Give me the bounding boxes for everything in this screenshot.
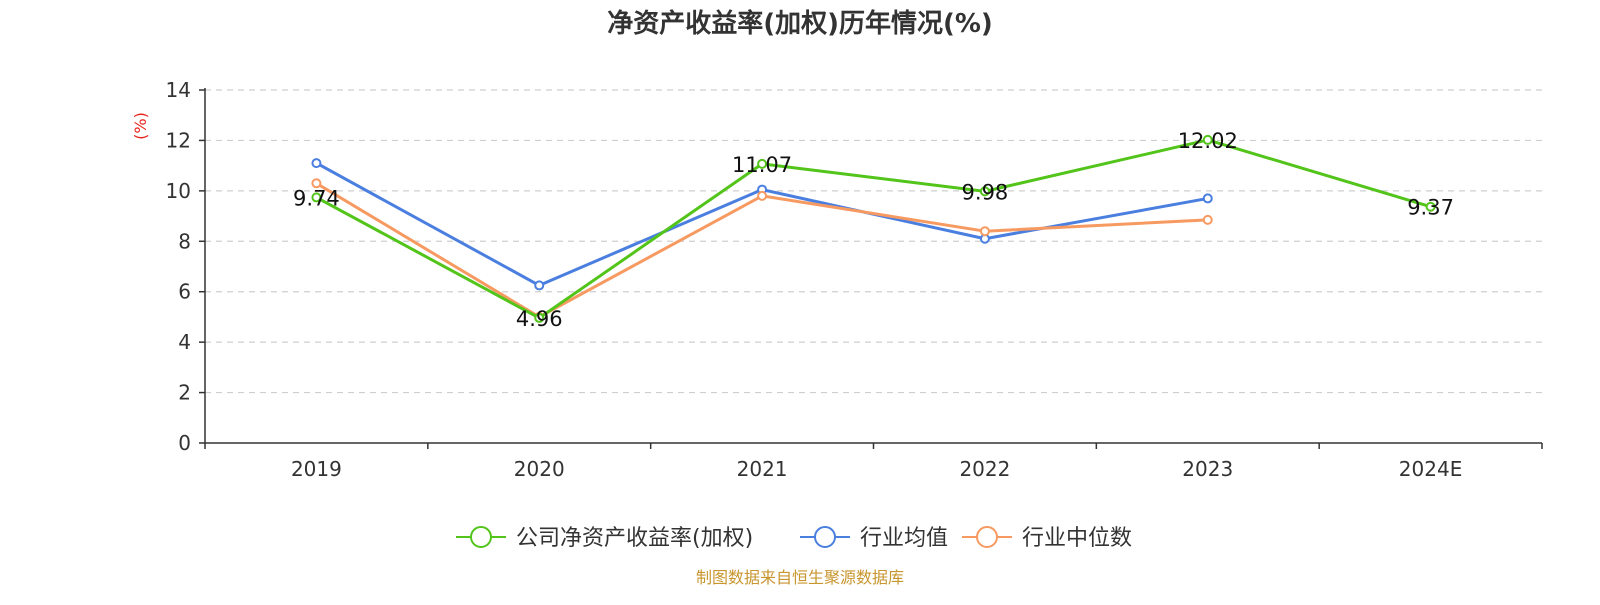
legend-swatch-marker <box>976 526 998 548</box>
series-line-2 <box>315 182 1208 319</box>
data-label: 12.02 <box>1178 129 1238 153</box>
data-point-0-1 <box>534 312 545 323</box>
x-tick-label-2022: 2022 <box>959 457 1010 481</box>
legend-item-2[interactable]: 行业中位数 <box>962 526 1132 551</box>
data-labels: 9.74 4.96 11.07 9.98 12.02 9.37 <box>293 129 1454 331</box>
data-label: 11.07 <box>732 153 792 177</box>
y-tick-label: 12 <box>166 128 191 152</box>
grid-lines <box>205 89 1542 394</box>
legend-label: 公司净资产收益率(加权) <box>516 526 753 551</box>
y-tick-label: 0 <box>178 431 191 455</box>
legend-item-0[interactable]: 公司净资产收益率(加权) <box>456 526 753 551</box>
x-tick-label-2021: 2021 <box>737 457 788 481</box>
y-tick-label: 14 <box>166 78 191 102</box>
data-point-1-1 <box>534 280 545 291</box>
data-point-2-4 <box>1202 214 1213 225</box>
data-label: 9.37 <box>1407 196 1454 220</box>
legend-label: 行业中位数 <box>1022 526 1132 551</box>
y-tick-label: 4 <box>178 330 191 354</box>
x-tick-label-2020: 2020 <box>514 457 565 481</box>
legend-label: 行业均值 <box>860 526 948 551</box>
y-tick-label: 10 <box>166 179 191 203</box>
chart-title: 净资产收益率(加权)历年情况(%) <box>607 8 993 39</box>
data-point-0-5 <box>1425 201 1436 212</box>
data-point-0-0 <box>311 192 322 203</box>
data-point-0-4 <box>1202 134 1213 145</box>
legend[interactable]: 公司净资产收益率(加权) 行业均值 行业中位数 <box>456 526 1132 551</box>
series-lines <box>311 134 1436 323</box>
data-point-0-3 <box>979 186 990 197</box>
y-tick-label: 8 <box>178 229 191 253</box>
series-line-0 <box>315 138 1432 320</box>
legend-item-1[interactable]: 行业均值 <box>800 526 948 551</box>
series-line-1 <box>315 161 1209 287</box>
data-point-2-2 <box>757 190 768 201</box>
y-tick-label: 6 <box>178 280 191 304</box>
data-label: 4.96 <box>516 307 563 331</box>
y-tick-label: 2 <box>178 381 191 405</box>
y-axis-label: (%) <box>131 112 150 140</box>
axes: 0 2 4 6 8 10 12 14 2019 2020 2021 2022 2023 2024E <box>166 78 1543 481</box>
data-point-2-0 <box>311 178 322 189</box>
source-note: 制图数据来自恒生聚源数据库 <box>696 568 904 587</box>
data-label: 9.74 <box>293 186 340 210</box>
data-point-2-3 <box>979 226 990 237</box>
data-point-1-4 <box>1202 193 1213 204</box>
data-point-1-0 <box>311 158 322 169</box>
data-label: 9.98 <box>962 180 1009 204</box>
legend-swatch-marker <box>814 526 836 548</box>
legend-swatch-marker <box>470 526 492 548</box>
x-tick-label-2024E: 2024E <box>1399 457 1463 481</box>
x-tick-label-2019: 2019 <box>291 457 342 481</box>
x-tick-label-2023: 2023 <box>1182 457 1233 481</box>
data-point-0-2 <box>757 158 768 169</box>
